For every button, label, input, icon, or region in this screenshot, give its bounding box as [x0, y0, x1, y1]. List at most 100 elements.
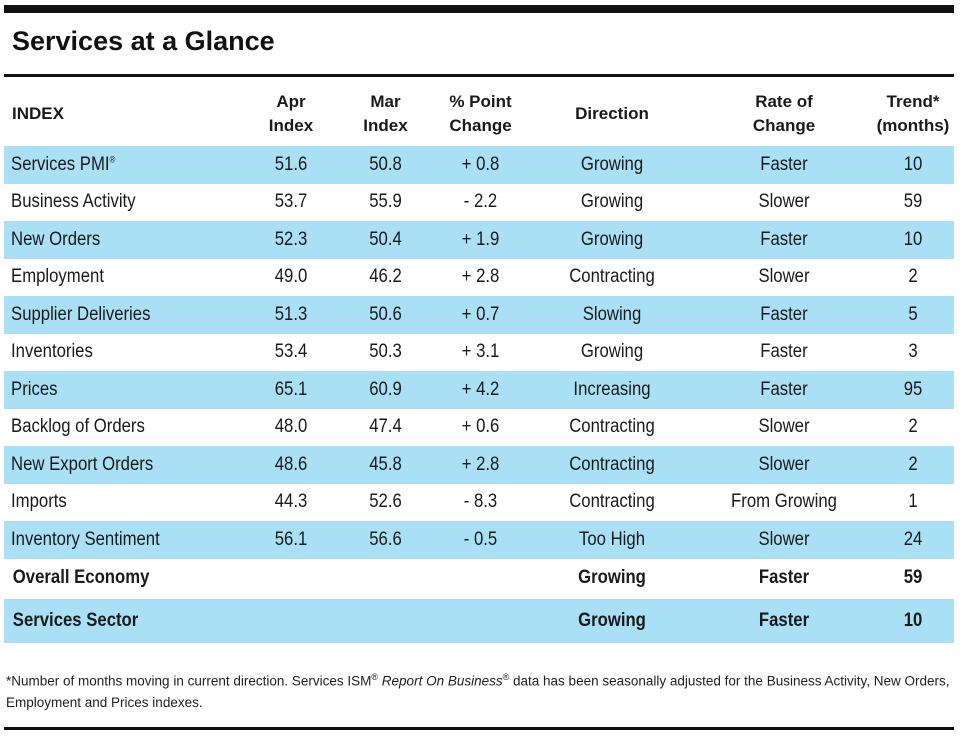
trend-value: 2: [908, 453, 918, 475]
table-row: New Orders 52.3 50.4 + 1.9 Growing Faster 10: [4, 221, 954, 259]
apr-index-value: 53.4: [274, 341, 308, 363]
rate-of-change-value: Faster: [760, 228, 808, 250]
summary-rate: Faster: [758, 609, 810, 631]
header-pct-line1: % Point: [449, 92, 512, 111]
index-name: Business Activity: [4, 184, 215, 222]
point-change-value: - 0.5: [463, 528, 498, 550]
summary-change-empty: [439, 559, 523, 597]
trend-value: 10: [903, 228, 923, 250]
rate-of-change-value: Faster: [760, 341, 808, 363]
header-apr-line2: Index: [268, 116, 314, 135]
header-row: INDEX Apr Index Mar Index % Point Change Di…: [4, 82, 954, 146]
point-change-value: - 2.2: [463, 191, 498, 213]
trend-value: 24: [903, 528, 923, 550]
summary-mar-empty: [344, 559, 428, 597]
index-name: New Orders: [4, 221, 215, 259]
header-pct-line2: Change: [449, 116, 512, 135]
services-table: INDEX Apr Index Mar Index % Point Change Di…: [4, 82, 954, 643]
header-rate-of-change: Rate of Change: [696, 82, 872, 146]
direction-value: Contracting: [569, 416, 655, 438]
mar-index-value: 46.2: [369, 266, 402, 288]
table-row: Inventories 53.4 50.3 + 3.1 Growing Faster 3: [4, 334, 954, 372]
table-row: Employment 49.0 46.2 + 2.8 Contracting Slower…: [4, 259, 954, 297]
header-trend-line1: Trend*: [886, 92, 940, 111]
mar-index-value: 47.4: [369, 416, 402, 438]
direction-value: Growing: [580, 153, 644, 175]
point-change-value: + 2.8: [461, 453, 500, 475]
rate-of-change-value: Faster: [760, 378, 808, 400]
direction-value: Contracting: [569, 453, 655, 475]
point-change-value: + 0.8: [461, 153, 500, 175]
table-row: Prices 65.1 60.9 + 4.2 Increasing Faster 95: [4, 371, 954, 409]
apr-index-value: 52.3: [274, 228, 308, 250]
table-body: Services PMI® 51.6 50.8 + 0.8 Growing Faster 1…: [4, 146, 954, 643]
header-mar-index: Mar Index: [338, 82, 433, 146]
mar-index-value: 45.8: [369, 453, 402, 475]
index-name: Inventories: [4, 334, 215, 372]
rate-of-change-value: Slower: [758, 416, 810, 438]
table-row: Imports 44.3 52.6 - 8.3 Contracting From Grow…: [4, 484, 954, 522]
table-row: Services PMI® 51.6 50.8 + 0.8 Growing Faster 1…: [4, 146, 954, 184]
index-name-text: Prices: [11, 378, 58, 400]
header-apr-index: Apr Index: [244, 82, 338, 146]
header-rate-line1: Rate of: [755, 92, 813, 111]
index-name: Imports: [4, 484, 215, 522]
summary-separator: [4, 596, 954, 599]
summary-row: Overall Economy Growing Faster 59: [4, 559, 954, 597]
header-mar-line2: Index: [363, 116, 408, 135]
bottom-rule: [4, 727, 954, 730]
index-name: Prices: [4, 371, 215, 409]
apr-index-value: 53.7: [274, 191, 308, 213]
point-change-value: + 1.9: [461, 228, 500, 250]
direction-value: Growing: [580, 191, 644, 213]
index-name-text: New Orders: [11, 228, 101, 250]
rate-of-change-value: From Growing: [731, 491, 837, 513]
apr-index-value: 48.0: [274, 416, 308, 438]
table-row: Business Activity 53.7 55.9 - 2.2 Growing Slo…: [4, 184, 954, 222]
summary-trend: 10: [903, 609, 923, 631]
trend-value: 2: [908, 416, 918, 438]
rate-of-change-value: Slower: [758, 528, 810, 550]
registered-mark: ®: [502, 672, 510, 682]
header-rate-line2: Change: [752, 116, 816, 135]
index-name-text: Business Activity: [11, 191, 136, 213]
trend-value: 59: [903, 191, 923, 213]
apr-index-value: 51.6: [274, 153, 308, 175]
index-name: New Export Orders: [4, 446, 215, 484]
mar-index-value: 60.9: [369, 378, 402, 400]
mar-index-value: 56.6: [369, 528, 402, 550]
direction-value: Slowing: [582, 303, 642, 325]
trend-value: 2: [908, 266, 918, 288]
index-name-text: Inventory Sentiment: [11, 528, 160, 550]
rate-of-change-value: Slower: [758, 266, 810, 288]
mar-index-value: 50.6: [369, 303, 402, 325]
point-change-value: + 0.6: [461, 416, 500, 438]
mar-index-value: 50.4: [369, 228, 402, 250]
index-name: Inventory Sentiment: [4, 521, 215, 559]
point-change-value: - 8.3: [463, 491, 498, 513]
summary-apr-empty: [250, 599, 333, 643]
table-row: Supplier Deliveries 51.3 50.6 + 0.7 Slowing F…: [4, 296, 954, 334]
index-name-text: Imports: [11, 491, 67, 513]
summary-name: Services Sector: [12, 609, 139, 631]
direction-value: Increasing: [573, 378, 651, 400]
index-name-text: Supplier Deliveries: [11, 303, 151, 325]
direction-value: Growing: [580, 228, 644, 250]
trend-value: 1: [908, 491, 918, 513]
footnote: *Number of months moving in current dire…: [6, 667, 951, 713]
registered-mark: ®: [109, 154, 116, 165]
page-title: Services at a Glance: [12, 26, 275, 56]
header-apr-line1: Apr: [276, 92, 306, 111]
header-trend-line2: (months): [876, 116, 950, 135]
index-name-text: Services PMI: [11, 153, 110, 175]
index-name: Backlog of Orders: [4, 409, 215, 447]
footnote-text-1: *Number of months moving in current dire…: [6, 673, 372, 689]
mar-index-value: 50.3: [369, 341, 402, 363]
rate-of-change-value: Faster: [760, 303, 808, 325]
direction-value: Too High: [579, 528, 645, 550]
summary-direction: Growing: [578, 609, 646, 631]
trend-value: 95: [903, 378, 923, 400]
apr-index-value: 44.3: [274, 491, 308, 513]
summary-rate: Faster: [758, 566, 810, 588]
index-name-text: New Export Orders: [11, 453, 154, 475]
